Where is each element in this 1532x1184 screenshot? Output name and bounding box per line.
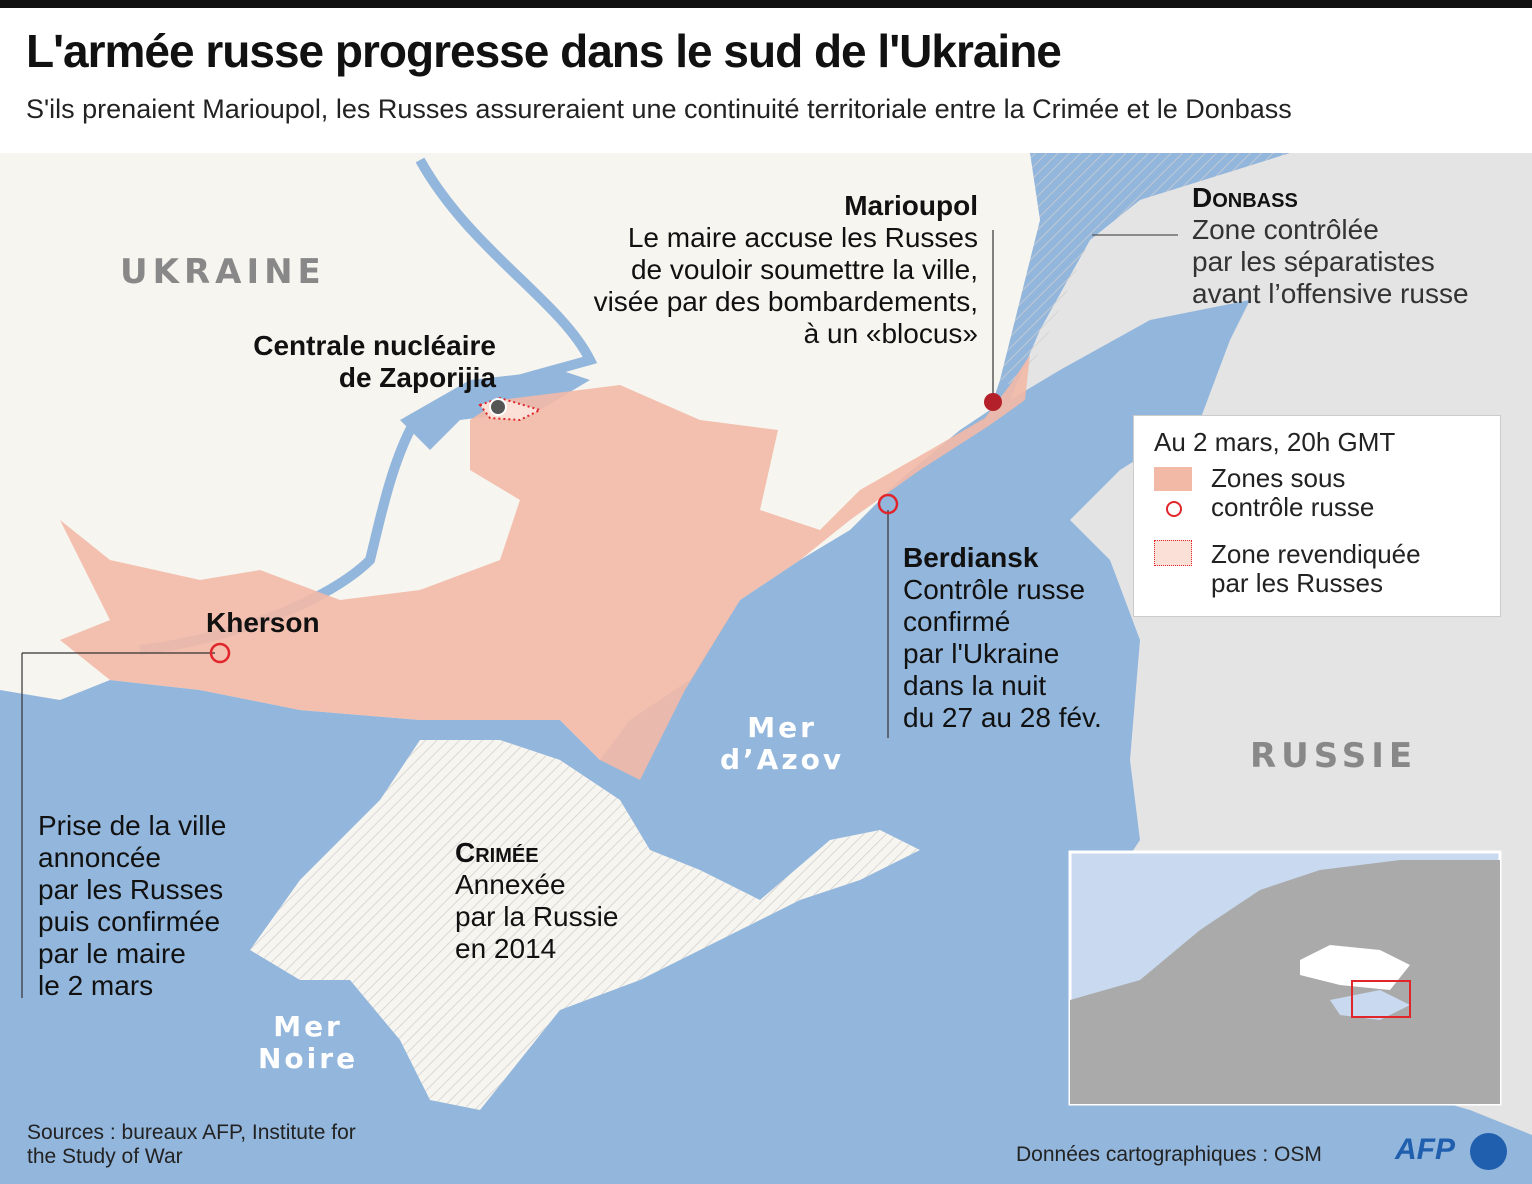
sources-line: the Study of War <box>27 1145 183 1168</box>
note-line: du 27 au 28 fév. <box>903 702 1102 733</box>
page-title: L'armée russe progresse dans le sud de l… <box>26 25 1062 77</box>
note-line: avant l’offensive russe <box>1192 278 1469 309</box>
russian-control-swatch <box>1154 467 1192 491</box>
nuclear-plant-marker[interactable] <box>489 398 507 416</box>
kherson-note: Prise de la ville annoncée par les Russes p… <box>38 810 226 1002</box>
legend-date: Au 2 mars, 20h GMT <box>1154 427 1396 457</box>
legend-line: contrôle russe <box>1211 492 1375 522</box>
note-line: Prise de la ville <box>38 810 227 841</box>
note-line: par le maire <box>38 938 186 969</box>
afp-logo-dot <box>1470 1133 1507 1170</box>
berdiansk-marker[interactable] <box>877 493 899 515</box>
legend-line: par les Russes <box>1211 568 1383 598</box>
note-line: visée par des bombardements, <box>593 286 978 317</box>
marioupol-note: Marioupol Le maire accuse les Russes de v… <box>540 190 978 350</box>
note-line: de vouloir soumettre la ville, <box>630 254 978 285</box>
page-subtitle: S'ils prenaient Marioupol, les Russes as… <box>26 94 1292 124</box>
note-line: annoncée <box>38 842 162 873</box>
note-line: en 2014 <box>455 933 557 964</box>
note-line: Le maire accuse les Russes <box>627 222 978 253</box>
note-line: Zone contrôlée <box>1192 214 1379 245</box>
label-line: de Zaporijia <box>338 362 496 393</box>
sea-label-line: d’Azov <box>720 743 845 776</box>
sources-line: Sources : bureaux AFP, Institute for <box>27 1121 356 1144</box>
label-marioupol: Marioupol <box>844 190 978 221</box>
inset-map <box>1068 850 1502 1106</box>
donbass-note: Donbass Zone contrôlée par les séparatist… <box>1192 182 1469 310</box>
label-berdiansk: Berdiansk <box>903 542 1039 573</box>
sea-label-line: Noire <box>258 1042 359 1075</box>
afp-logo: AFP <box>1395 1133 1455 1166</box>
sources: Sources : bureaux AFP, Institute for the … <box>27 1121 356 1169</box>
legend-line: Zones sous <box>1211 463 1346 493</box>
note-line: puis confirmée <box>38 906 221 937</box>
crimea-hatch <box>250 740 920 1110</box>
legend-item-control: Zones sous contrôle russe <box>1211 464 1374 522</box>
marioupol-marker[interactable] <box>984 393 1002 411</box>
city-marker-swatch <box>1166 501 1182 517</box>
map <box>0 153 1532 1184</box>
kherson-marker[interactable] <box>209 642 231 664</box>
note-line: le 2 mars <box>38 970 154 1001</box>
note-line: confirmé <box>903 606 1011 637</box>
label-centrale: Centrale nucléaire de Zaporijia <box>238 330 496 394</box>
berdiansk-note: Berdiansk Contrôle russe confirmé par l'Uk… <box>903 542 1102 734</box>
sea-label-line: Mer <box>273 1010 343 1043</box>
legend: Au 2 mars, 20h GMT Zones sous contrôle ru… <box>1133 415 1501 617</box>
sea-label-line: Mer <box>747 711 817 744</box>
label-mer-azov: Mer d’Azov <box>720 712 844 776</box>
note-line: à un «blocus» <box>803 318 978 349</box>
note-line: par les séparatistes <box>1192 246 1435 277</box>
legend-item-claimed: Zone revendiquée par les Russes <box>1211 540 1421 598</box>
russian-control-zone <box>60 355 1030 780</box>
claimed-zone-swatch <box>1154 540 1192 566</box>
top-rule <box>0 0 1532 8</box>
label-ukraine: UKRAINE <box>120 252 326 292</box>
note-line: par l'Ukraine <box>903 638 1060 669</box>
label-russie: RUSSIE <box>1250 736 1418 776</box>
label-mer-noire: Mer Noire <box>258 1011 358 1075</box>
label-kherson: Kherson <box>206 607 320 638</box>
note-line: Contrôle russe <box>903 574 1086 605</box>
crimee-note: Crimée Annexée par la Russie en 2014 <box>455 837 618 965</box>
label-donbass: Donbass <box>1192 182 1298 213</box>
note-line: dans la nuit <box>903 670 1047 701</box>
donbass-zone <box>1000 153 1290 390</box>
label-crimee: Crimée <box>455 837 539 868</box>
note-line: Annexée <box>455 869 566 900</box>
label-line: Centrale nucléaire <box>253 330 496 361</box>
note-line: par la Russie <box>455 901 619 932</box>
note-line: par les Russes <box>38 874 224 905</box>
data-credit: Données cartographiques : OSM <box>1016 1143 1322 1166</box>
legend-line: Zone revendiquée <box>1211 539 1421 569</box>
